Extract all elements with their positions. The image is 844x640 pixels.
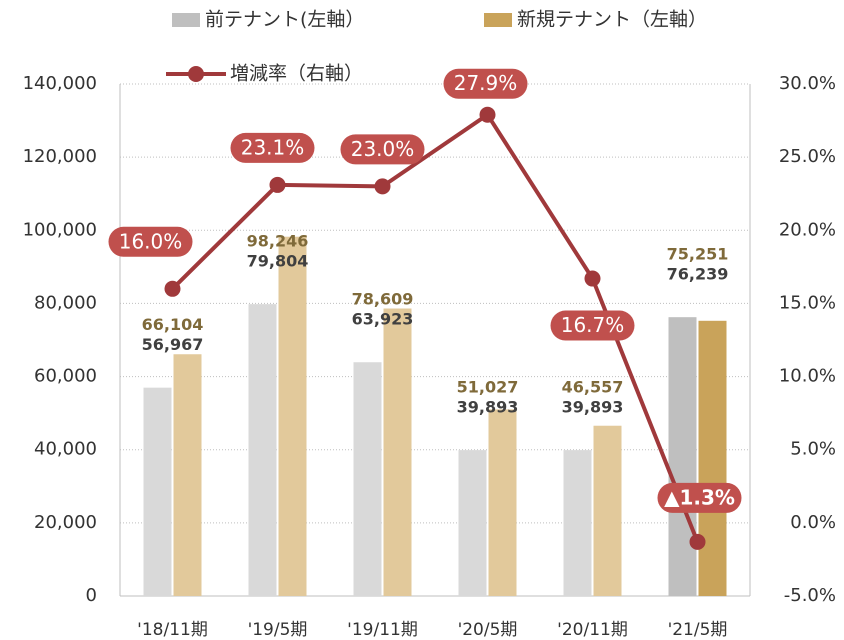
y2-tick-label: 0.0% [790,512,836,533]
legend-swatch [484,13,512,27]
line-label-bg [340,134,425,165]
y-tick-label: 120,000 [23,146,97,167]
bar-label: 63,923 [352,310,414,329]
legend-label: 増減率（右軸） [230,63,363,85]
bar [278,236,307,596]
legend-swatch [172,13,200,27]
bar-label: 75,251 [667,245,729,264]
bar [698,320,727,596]
line-point [164,280,181,297]
y-tick-label: 0 [86,585,97,606]
x-tick-label: '19/5期 [248,620,308,640]
y-tick-label: 40,000 [34,439,97,460]
y2-tick-label: -5.0% [784,585,836,606]
line-point [689,533,706,550]
line-label: 16.0% [119,229,183,253]
x-tick-label: '21/5期 [668,620,728,640]
bar-label: 79,804 [247,252,309,271]
y-tick-label: 100,000 [23,219,97,240]
bar-label: 39,893 [457,398,519,417]
y-tick-label: 140,000 [23,73,97,94]
bar [668,317,697,596]
x-tick-label: '18/11期 [137,620,208,640]
line-label-bg [550,310,635,341]
legend-label: 前テナント(左軸） [205,9,364,31]
bar-label: 51,027 [457,378,519,397]
x-tick-label: '20/5期 [458,620,518,640]
bar [383,308,412,596]
bar-label: 46,557 [562,378,624,397]
bar-label: 98,246 [247,232,309,251]
bar-label: 66,104 [142,315,204,334]
y2-tick-label: 20.0% [779,219,836,240]
legend-label: 新規テナント（左軸） [517,9,707,31]
bar-label: 78,609 [352,290,414,309]
line-point [584,270,601,287]
y2-tick-label: 15.0% [779,292,836,313]
line-label: 16.7% [561,313,625,337]
y2-tick-label: 10.0% [779,366,836,387]
line-label: 27.9% [454,71,518,95]
bar [458,450,487,596]
x-tick-label: '19/11期 [347,620,418,640]
y2-tick-label: 30.0% [779,73,836,94]
line-point [374,178,391,195]
bar-label: 76,239 [667,265,729,284]
y-tick-label: 80,000 [34,292,97,313]
line-label: 23.0% [351,137,415,161]
y-tick-label: 60,000 [34,366,97,387]
x-tick-label: '20/11期 [557,620,628,640]
legend-marker [188,66,204,82]
line-label: 23.1% [241,135,305,159]
y2-tick-label: 5.0% [790,439,836,460]
bar [248,304,277,596]
y-tick-label: 20,000 [34,512,97,533]
bar [488,409,517,596]
bar [353,362,382,596]
line-point [269,176,286,193]
line-label-bg [443,68,528,99]
line-label: ▲1.3% [664,485,735,509]
bar [593,425,622,596]
bar [173,354,202,596]
bar [563,450,592,596]
bar-label: 39,893 [562,398,624,417]
line-label-bg [108,226,193,257]
bar [143,387,172,596]
line-label-bg [230,132,315,163]
y2-tick-label: 25.0% [779,146,836,167]
line-label-bg [657,482,742,513]
line-point [479,106,496,123]
bar-label: 56,967 [142,335,204,354]
